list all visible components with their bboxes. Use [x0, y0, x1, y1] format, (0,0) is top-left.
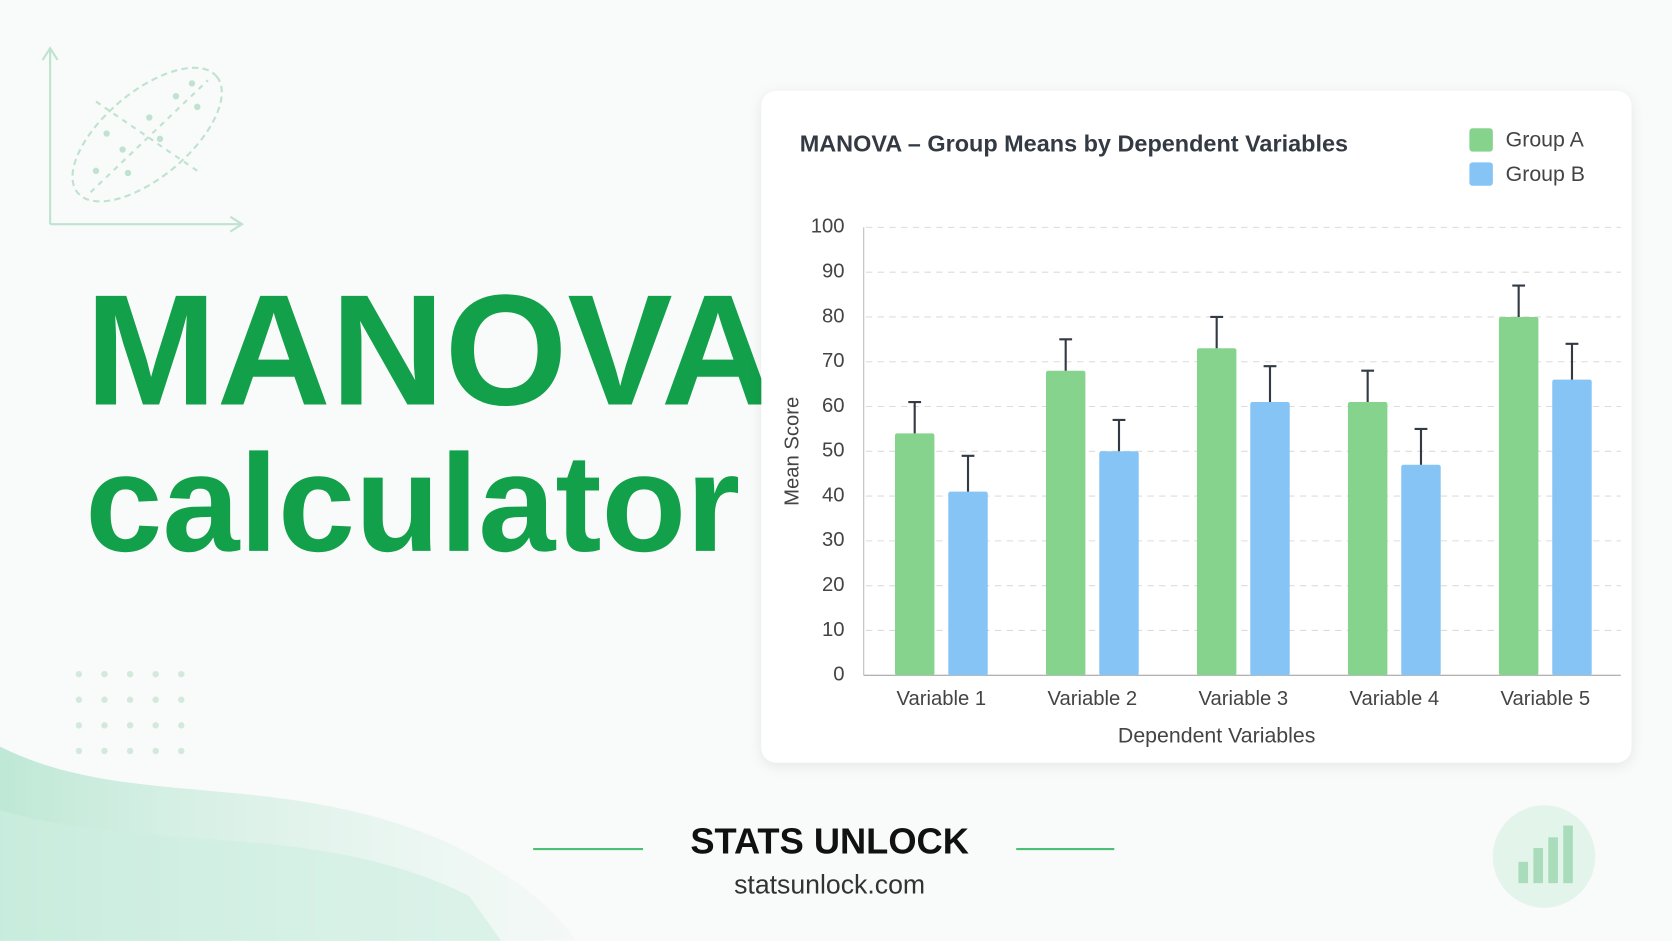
- x-tick-label: Variable 4: [1349, 688, 1439, 710]
- error-bar: [1414, 427, 1428, 465]
- dot: [126, 696, 134, 703]
- dot: [152, 722, 159, 729]
- error-bar: [1059, 338, 1073, 371]
- y-tick-label: 20: [822, 574, 845, 596]
- y-tick-label: 0: [833, 664, 844, 686]
- x-tick-label: Variable 2: [1048, 688, 1138, 710]
- legend-label: Group B: [1506, 162, 1585, 186]
- error-bar: [1263, 365, 1277, 403]
- error-bar: [1361, 369, 1375, 403]
- dot-grid: [75, 670, 185, 755]
- legend-swatch: [1469, 162, 1493, 186]
- error-bar: [1512, 284, 1526, 317]
- wave-decoration: [0, 810, 502, 941]
- y-tick-label: 100: [811, 216, 845, 238]
- dot: [101, 696, 108, 703]
- dot: [152, 696, 159, 703]
- y-tick-label: 10: [822, 619, 845, 641]
- error-bar: [1112, 418, 1126, 452]
- chart-title: MANOVA – Group Means by Dependent Variab…: [800, 130, 1348, 156]
- error-bar: [1565, 342, 1579, 380]
- dot: [178, 722, 185, 729]
- brand: STATS UNLOCK: [690, 820, 969, 861]
- bar: [1250, 402, 1290, 676]
- subheadline: calculator: [85, 427, 740, 581]
- error-bar: [1210, 315, 1224, 349]
- y-tick-label: 60: [822, 395, 845, 417]
- x-tick-label: Variable 5: [1500, 688, 1590, 710]
- dot: [126, 670, 134, 678]
- y-tick-label: 90: [822, 261, 845, 283]
- bar: [1347, 402, 1388, 676]
- error-bar: [961, 454, 975, 492]
- dot: [75, 696, 83, 703]
- website: statsunlock.com: [734, 869, 925, 899]
- dot: [178, 696, 185, 703]
- dot: [152, 670, 159, 678]
- y-tick-label: 40: [822, 484, 845, 506]
- y-tick-label: 50: [822, 440, 845, 462]
- bar: [894, 433, 935, 676]
- x-tick-label: Variable 1: [897, 688, 987, 710]
- bar: [1401, 464, 1441, 676]
- x-axis-label: Dependent Variables: [1118, 724, 1315, 748]
- dot: [178, 747, 185, 755]
- y-tick-label: 80: [822, 305, 845, 327]
- headline: MANOVA: [85, 262, 775, 438]
- dot: [75, 722, 83, 729]
- y-axis-label: Mean Score: [782, 397, 804, 506]
- legend-label: Group A: [1506, 128, 1585, 152]
- bar: [1552, 379, 1592, 676]
- bar: [1196, 348, 1237, 676]
- error-bar: [908, 400, 922, 434]
- y-tick-label: 30: [822, 529, 845, 551]
- dot: [101, 670, 108, 678]
- dot: [126, 722, 134, 729]
- dot: [101, 747, 108, 755]
- chart: MANOVA – Group Means by Dependent Variab…: [782, 128, 1621, 748]
- bar: [948, 491, 988, 676]
- dot: [101, 722, 108, 729]
- brand-icon: [1492, 805, 1596, 908]
- dot: [152, 747, 159, 755]
- dot: [178, 670, 185, 678]
- bar: [1045, 370, 1086, 676]
- legend-swatch: [1469, 128, 1493, 152]
- scatter-icon: [41, 46, 245, 233]
- dot: [75, 747, 83, 755]
- x-tick-label: Variable 3: [1198, 688, 1288, 710]
- dot: [126, 747, 134, 755]
- bar: [1498, 316, 1539, 676]
- bar: [1099, 451, 1139, 676]
- y-tick-label: 70: [822, 350, 845, 372]
- dot: [75, 670, 83, 678]
